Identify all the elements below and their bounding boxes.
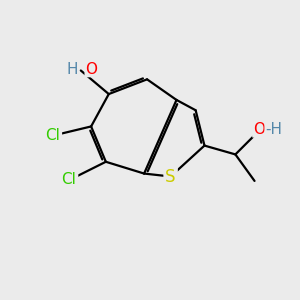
Text: S: S: [165, 167, 176, 185]
Text: O: O: [253, 122, 265, 137]
Text: Cl: Cl: [45, 128, 60, 143]
Text: Cl: Cl: [61, 172, 76, 187]
Text: H: H: [66, 61, 78, 76]
Text: -H: -H: [265, 122, 282, 137]
Text: O: O: [85, 61, 97, 76]
